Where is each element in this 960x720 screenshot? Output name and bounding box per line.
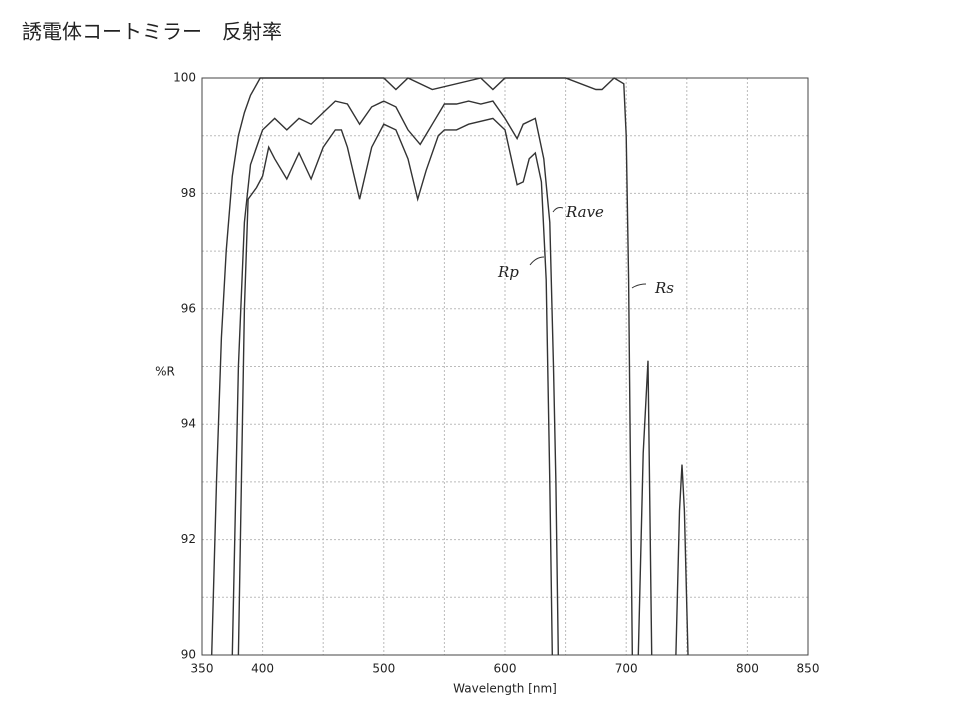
y-tick-label: 98 xyxy=(181,186,196,200)
page-title: 誘電体コートミラー 反射率 xyxy=(22,20,282,44)
x-tick-label: 850 xyxy=(797,662,820,676)
y-tick-label: 92 xyxy=(181,532,196,546)
annotation-leader xyxy=(631,283,647,289)
y-tick-label: 90 xyxy=(181,648,196,662)
y-tick-label: 94 xyxy=(181,417,196,431)
series-line xyxy=(237,117,553,655)
y-tick-label: 100 xyxy=(173,71,196,85)
annotation: Rp xyxy=(497,263,519,281)
x-tick-label: 700 xyxy=(615,662,638,676)
x-tick-label: 400 xyxy=(251,662,274,676)
series-line xyxy=(211,77,689,655)
x-tick-label: 800 xyxy=(736,662,759,676)
x-tick-label: 600 xyxy=(494,662,517,676)
annotation: Rave xyxy=(565,203,604,221)
x-tick-label: 500 xyxy=(372,662,395,676)
annotation-leader xyxy=(529,256,545,266)
series-line xyxy=(231,100,559,655)
annotation: Rs xyxy=(654,279,674,297)
plot-area xyxy=(211,77,689,655)
y-axis-label: %R xyxy=(155,365,175,379)
annotation-leader xyxy=(552,207,564,213)
y-tick-label: 96 xyxy=(181,301,196,315)
x-tick-label: 350 xyxy=(191,662,214,676)
x-axis-label: Wavelength [nm] xyxy=(453,682,557,696)
